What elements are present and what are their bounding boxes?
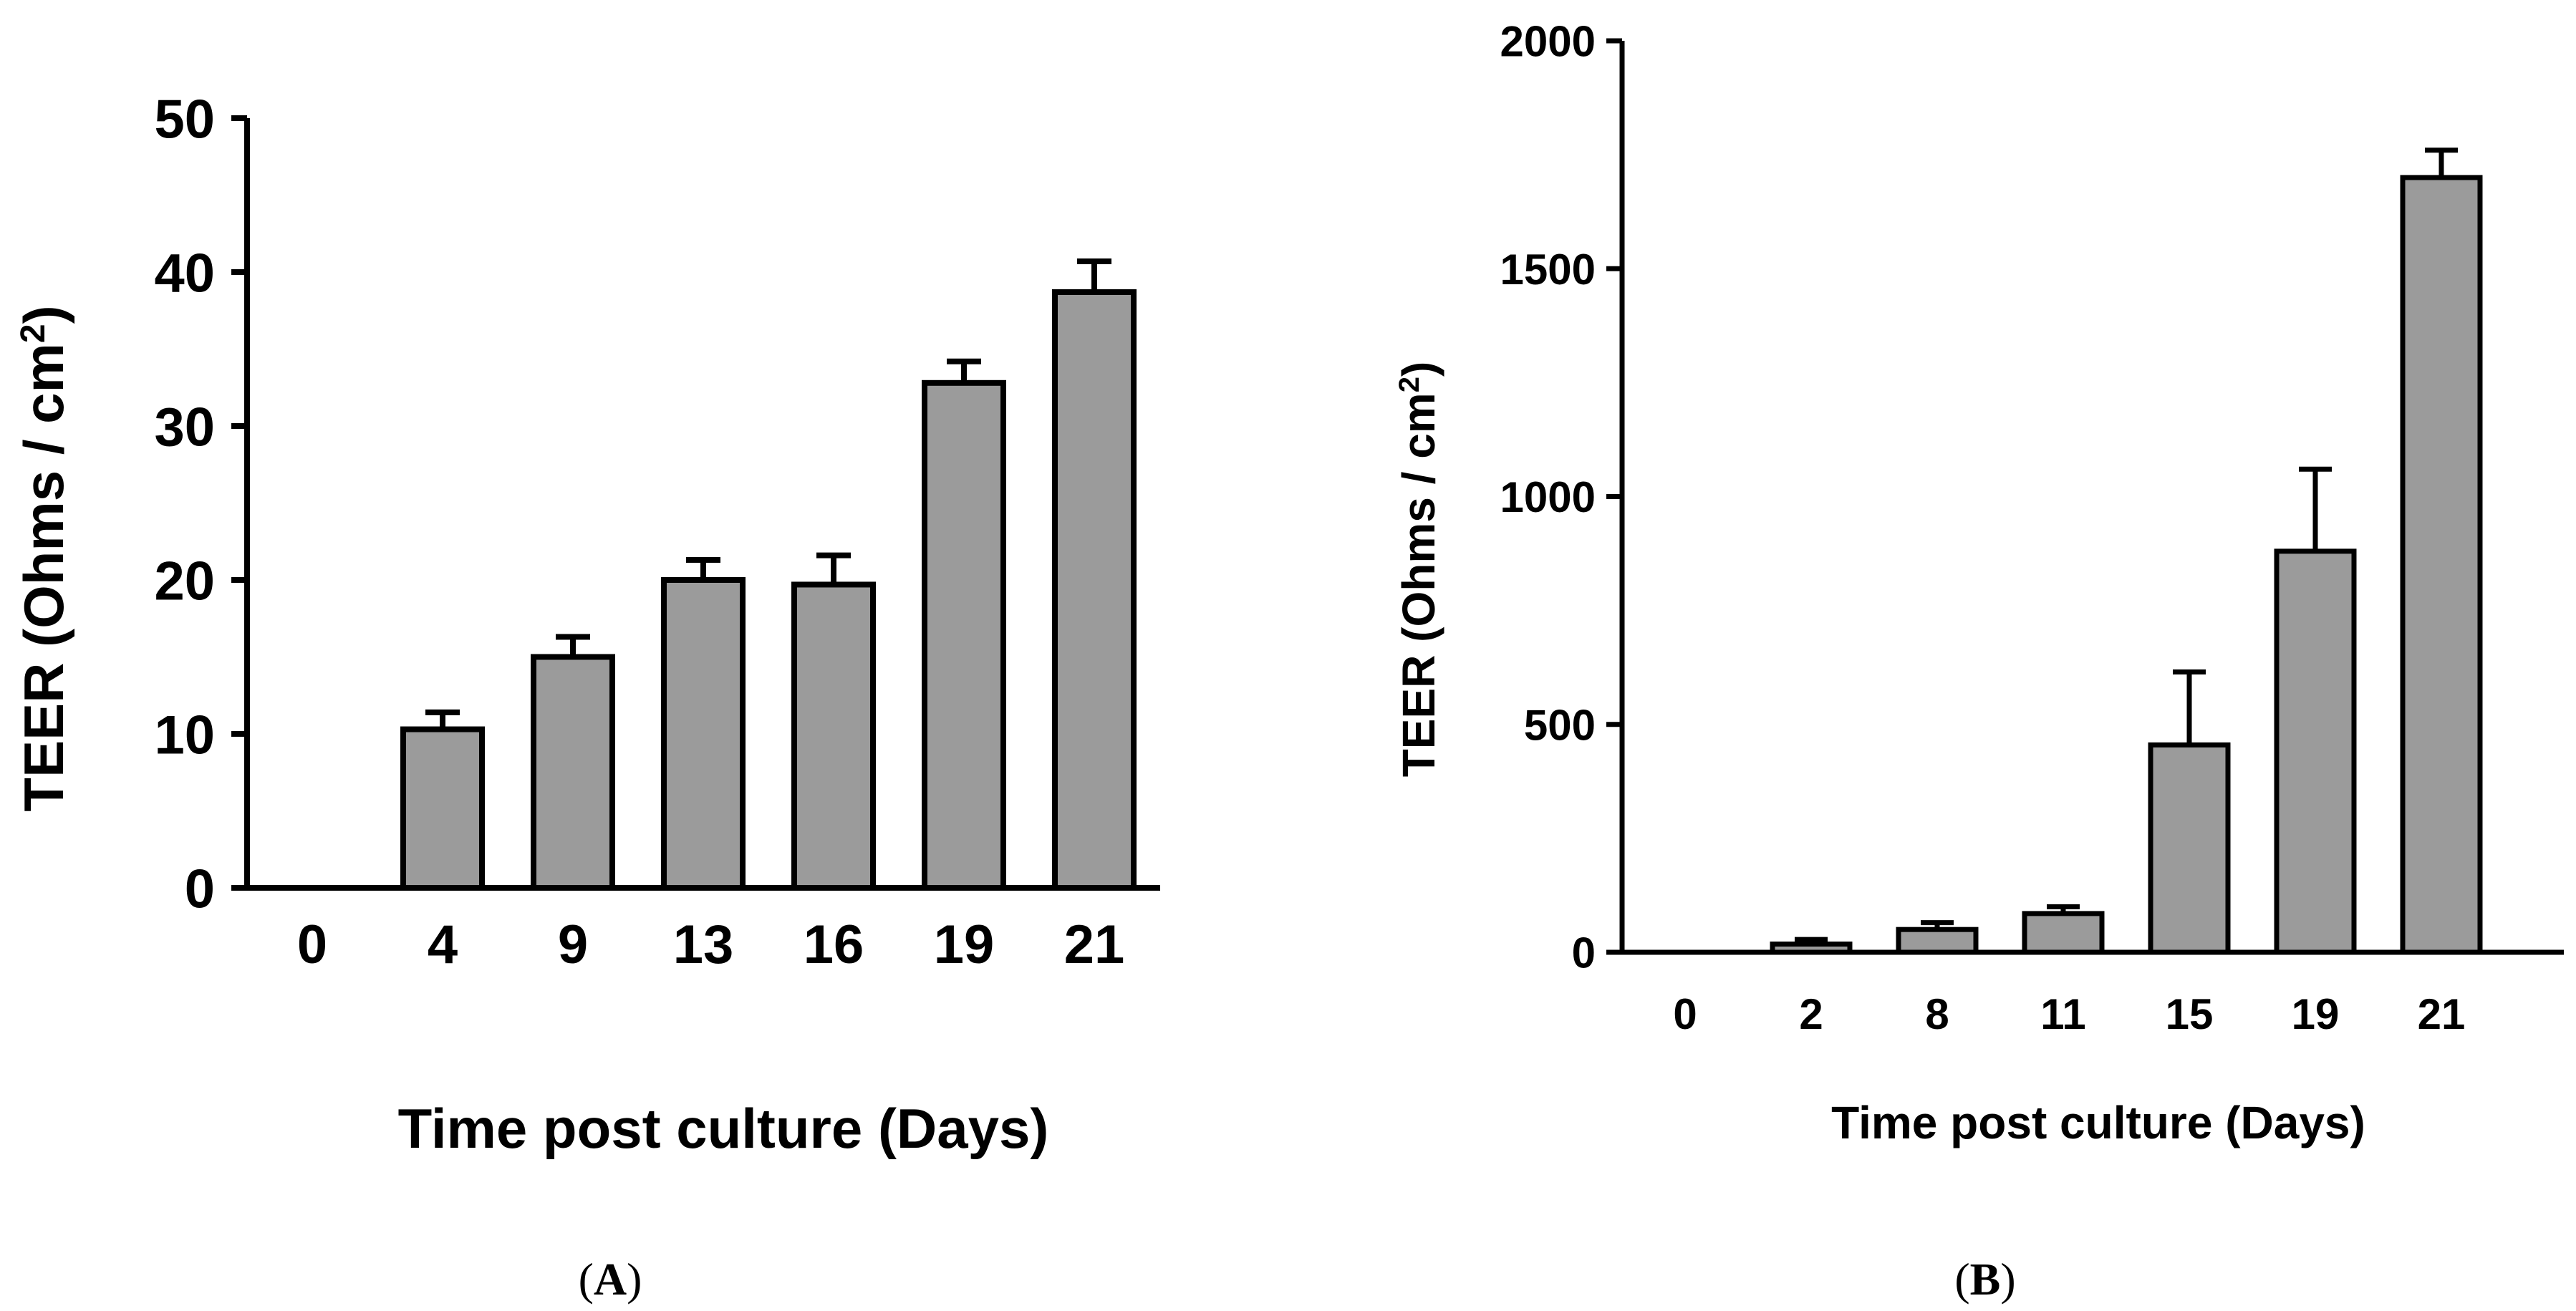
chart-b-x-tick-label: 21 <box>2418 990 2466 1038</box>
chart-b-y-tick-label: 0 <box>1572 929 1596 977</box>
chart-a-bar <box>922 379 1006 891</box>
chart-a-x-tick-label: 21 <box>1064 914 1125 975</box>
chart-a-y-tick-label: 50 <box>154 89 215 150</box>
panel-label-b: (B) <box>1954 1254 2015 1305</box>
chart-b-bar <box>2148 742 2231 955</box>
chart-a-x-tick-label: 0 <box>297 914 327 975</box>
chart-a-y-tick-label: 10 <box>154 705 215 765</box>
chart-a-bar <box>661 577 746 891</box>
chart-b-bar <box>2274 548 2357 955</box>
chart-a-x-tick-label: 16 <box>804 914 864 975</box>
chart-b-y-axis-label: TEER (Ohms / cm2) <box>1393 362 1444 778</box>
chart-b-x-tick-label: 8 <box>1925 990 1949 1038</box>
chart-b-bar <box>1896 927 1979 955</box>
chart-a-bar <box>400 726 485 891</box>
chart-b: TEER (Ohms / cm2) Time post culture (Day… <box>1393 18 2564 1148</box>
chart-a-x-tick-label: 9 <box>558 914 588 975</box>
chart-b-x-tick-label: 15 <box>2166 990 2214 1038</box>
chart-a-x-tick-label: 13 <box>673 914 734 975</box>
panel-label-a: (A) <box>579 1254 642 1305</box>
chart-b-x-tick-label: 19 <box>2292 990 2340 1038</box>
chart-b-bar <box>2022 911 2105 955</box>
chart-a-y-axis-label: TEER (Ohms / cm2) <box>12 305 75 811</box>
chart-a: TEER (Ohms / cm2) Time post culture (Day… <box>12 89 1160 1160</box>
chart-b-y-tick-label: 1500 <box>1500 246 1596 294</box>
chart-a-x-tick-label: 4 <box>428 914 458 975</box>
chart-b-x-tick-label: 11 <box>2040 990 2085 1038</box>
chart-b-bar <box>1770 942 1853 955</box>
chart-b-x-tick-label: 0 <box>1673 990 1697 1038</box>
chart-b-y-tick-label: 1000 <box>1500 473 1596 521</box>
chart-a-bar <box>791 581 876 891</box>
chart-a-y-tick-label: 30 <box>154 397 215 458</box>
chart-a-x-axis-label: Time post culture (Days) <box>398 1097 1049 1160</box>
chart-b-x-axis-label: Time post culture (Days) <box>1831 1097 2365 1148</box>
chart-a-bar <box>1052 289 1137 891</box>
chart-a-y-tick-label: 0 <box>185 858 215 919</box>
chart-a-y-tick-label: 40 <box>154 243 215 304</box>
chart-b-y-tick-label: 500 <box>1524 701 1596 749</box>
chart-a-y-tick-label: 20 <box>154 551 215 611</box>
chart-b-x-tick-label: 2 <box>1799 990 1823 1038</box>
chart-a-x-tick-label: 19 <box>934 914 995 975</box>
chart-b-y-tick-label: 2000 <box>1500 18 1596 66</box>
chart-a-bar <box>531 654 615 891</box>
chart-b-bar <box>2400 175 2483 955</box>
